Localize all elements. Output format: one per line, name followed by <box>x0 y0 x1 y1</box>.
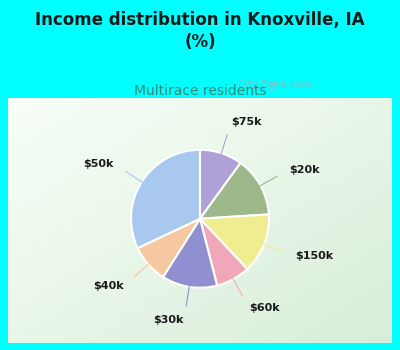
Text: ⓘ: ⓘ <box>268 80 274 90</box>
Text: $50k: $50k <box>84 159 114 169</box>
Wedge shape <box>200 163 269 219</box>
Text: $20k: $20k <box>290 164 320 175</box>
Text: $30k: $30k <box>154 315 184 324</box>
Wedge shape <box>200 150 240 219</box>
Wedge shape <box>163 219 217 288</box>
Text: Multirace residents: Multirace residents <box>134 84 266 98</box>
Wedge shape <box>131 150 200 248</box>
Text: $150k: $150k <box>295 251 333 261</box>
Text: Income distribution in Knoxville, IA
(%): Income distribution in Knoxville, IA (%) <box>35 10 365 51</box>
Text: $40k: $40k <box>93 281 124 291</box>
Text: $60k: $60k <box>249 303 280 313</box>
Wedge shape <box>138 219 200 277</box>
Wedge shape <box>200 215 269 269</box>
Text: $75k: $75k <box>232 117 262 127</box>
Wedge shape <box>200 219 247 286</box>
Text: City-Data.com: City-Data.com <box>238 80 312 90</box>
